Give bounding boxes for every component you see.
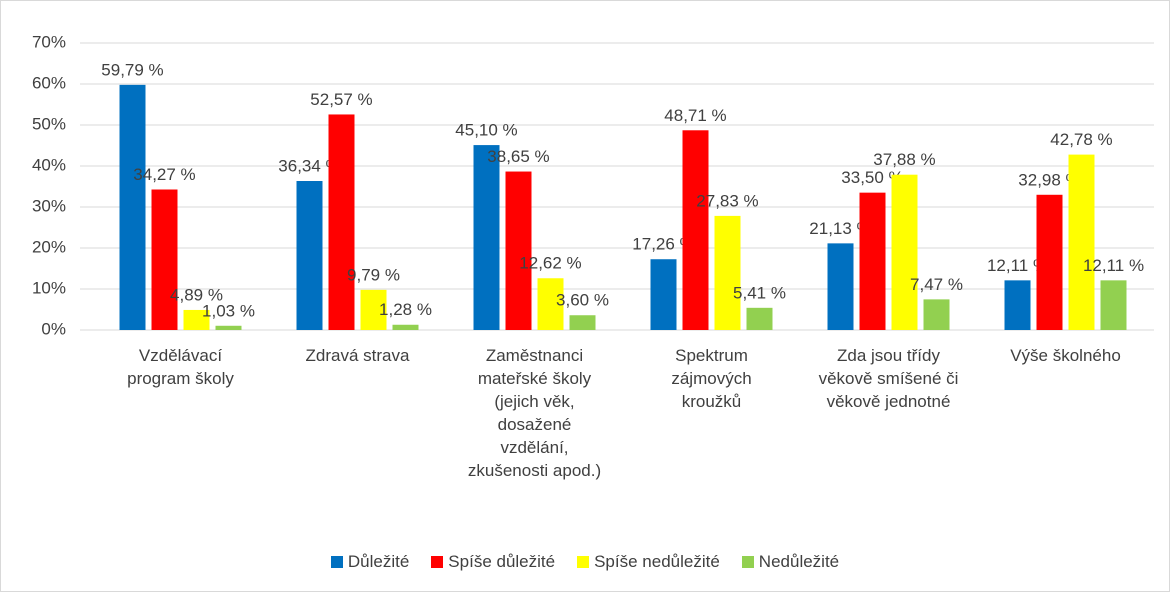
bar bbox=[650, 259, 677, 330]
bar bbox=[891, 174, 918, 330]
x-tick-label: Vzdělávací program školy bbox=[127, 346, 234, 388]
bar bbox=[859, 192, 886, 330]
legend-item: Spíše důležité bbox=[431, 552, 555, 572]
data-label: 32,98 % bbox=[1018, 170, 1080, 189]
x-tick-label: Výše školného bbox=[1010, 346, 1121, 365]
y-tick-label: 10% bbox=[32, 278, 66, 297]
data-label: 5,41 % bbox=[733, 283, 786, 302]
bar bbox=[1004, 280, 1031, 330]
bar bbox=[183, 309, 210, 330]
bar bbox=[505, 171, 532, 330]
x-tick-label: Zaměstnanci mateřské školy (jejich věk, … bbox=[467, 346, 602, 480]
bar bbox=[296, 181, 323, 330]
legend-swatch bbox=[431, 556, 444, 568]
data-label: 12,11 % bbox=[987, 256, 1048, 275]
legend-item: Spíše nedůležité bbox=[577, 552, 720, 572]
bar bbox=[1068, 154, 1095, 330]
legend-label: Spíše nedůležité bbox=[594, 552, 720, 571]
bar bbox=[569, 315, 596, 330]
bar bbox=[392, 324, 419, 330]
data-label: 27,83 % bbox=[696, 191, 758, 210]
data-label: 12,11 % bbox=[1083, 256, 1144, 275]
x-tick-label: Zda jsou třídy věkově smíšené či věkově … bbox=[818, 346, 959, 411]
bar bbox=[827, 243, 854, 330]
data-label: 38,65 % bbox=[487, 147, 549, 166]
legend-label: Důležité bbox=[347, 552, 410, 571]
data-label: 45,10 % bbox=[455, 121, 517, 140]
bar bbox=[360, 289, 387, 330]
data-label: 7,47 % bbox=[910, 275, 963, 294]
x-tick-label: Zdravá strava bbox=[305, 346, 410, 365]
y-tick-label: 60% bbox=[32, 73, 66, 92]
bar bbox=[473, 145, 500, 330]
data-label: 36,34 % bbox=[278, 156, 340, 175]
bar bbox=[328, 114, 355, 330]
bar bbox=[151, 189, 178, 330]
x-tick-label: Spektrum zájmových kroužků bbox=[671, 346, 752, 411]
y-tick-label: 30% bbox=[32, 196, 66, 215]
y-tick-label: 70% bbox=[32, 32, 66, 51]
data-label: 4,89 % bbox=[170, 285, 223, 304]
legend-swatch bbox=[577, 556, 590, 568]
bar bbox=[714, 215, 741, 330]
legend-label: Nedůležité bbox=[758, 552, 840, 571]
data-label: 52,57 % bbox=[310, 90, 372, 109]
y-tick-label: 0% bbox=[41, 319, 66, 338]
bar bbox=[1036, 194, 1063, 330]
bar bbox=[923, 299, 950, 330]
data-label: 12,62 % bbox=[519, 254, 581, 273]
bar bbox=[119, 84, 146, 331]
bar bbox=[682, 130, 709, 330]
legend-item: Důležité bbox=[330, 552, 410, 572]
bar bbox=[215, 325, 242, 330]
bar bbox=[537, 278, 564, 330]
data-label: 3,60 % bbox=[556, 291, 609, 310]
legend-swatch bbox=[741, 556, 754, 568]
legend-item: Nedůležité bbox=[741, 552, 840, 572]
data-label: 34,27 % bbox=[133, 165, 195, 184]
data-label: 48,71 % bbox=[664, 106, 726, 125]
bar bbox=[746, 307, 773, 330]
y-tick-label: 50% bbox=[32, 114, 66, 133]
legend-swatch bbox=[330, 556, 343, 568]
data-label: 37,88 % bbox=[873, 150, 935, 169]
data-label: 42,78 % bbox=[1050, 130, 1112, 149]
legend: Důležité Spíše důležité Spíše nedůležité Ne… bbox=[0, 552, 1170, 572]
data-label: 21,13 % bbox=[809, 219, 871, 238]
legend-label: Spíše důležité bbox=[448, 552, 556, 571]
bar bbox=[1100, 280, 1127, 330]
y-tick-label: 40% bbox=[32, 155, 66, 174]
y-tick-label: 20% bbox=[32, 237, 66, 256]
data-label: 59,79 % bbox=[101, 60, 163, 79]
data-label: 9,79 % bbox=[347, 265, 400, 284]
data-label: 17,26 % bbox=[632, 235, 694, 254]
data-label: 1,03 % bbox=[202, 301, 255, 320]
data-label: 33,50 % bbox=[841, 168, 903, 187]
data-label: 1,28 % bbox=[379, 300, 432, 319]
